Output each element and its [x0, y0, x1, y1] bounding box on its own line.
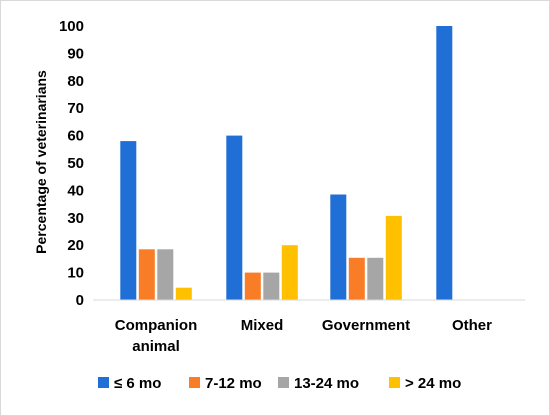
legend-swatch: [278, 377, 289, 388]
y-axis-label: Percentage of veterinarians: [33, 70, 49, 254]
y-tick-label: 50: [67, 155, 84, 172]
y-tick-label: 40: [67, 182, 84, 199]
y-tick-label: 30: [67, 210, 84, 227]
legend-label: 13-24 mo: [294, 375, 359, 392]
y-tick-label: 90: [67, 45, 84, 62]
bars: [120, 26, 453, 300]
bar: [436, 26, 453, 300]
bar: [263, 272, 280, 300]
y-tick-label: 100: [59, 18, 84, 35]
y-axis-ticks: 0 10 20 30 40 50 60 70 80 90 100: [59, 18, 84, 309]
legend-label: > 24 mo: [405, 375, 461, 392]
x-category-label: Government: [322, 317, 410, 334]
y-tick-label: 80: [67, 73, 84, 90]
bar: [244, 272, 261, 300]
x-category-label: animal: [132, 338, 180, 355]
y-tick-label: 10: [67, 265, 84, 282]
bar: [367, 257, 384, 300]
y-tick-label: 60: [67, 128, 84, 145]
x-category-label: Other: [452, 317, 492, 334]
bar: [330, 194, 347, 300]
bar: [226, 135, 243, 300]
bar: [138, 249, 155, 300]
y-tick-label: 20: [67, 237, 84, 254]
bar: [348, 257, 365, 300]
bar: [281, 245, 298, 300]
y-tick-label: 70: [67, 100, 84, 117]
legend: ≤ 6 mo 7-12 mo 13-24 mo > 24 mo: [98, 375, 461, 392]
legend-label: 7-12 mo: [205, 375, 262, 392]
x-category-label: Companion: [115, 317, 198, 334]
bar: [385, 215, 402, 300]
legend-label: ≤ 6 mo: [114, 375, 161, 392]
x-category-label: Mixed: [241, 317, 284, 334]
y-tick-label: 0: [76, 292, 84, 309]
bar: [120, 141, 137, 300]
legend-swatch: [189, 377, 200, 388]
x-axis-categories: Companion animal Mixed Government Other: [115, 317, 492, 355]
legend-swatch: [98, 377, 109, 388]
bar: [175, 287, 192, 300]
legend-swatch: [389, 377, 400, 388]
bar: [157, 249, 174, 300]
